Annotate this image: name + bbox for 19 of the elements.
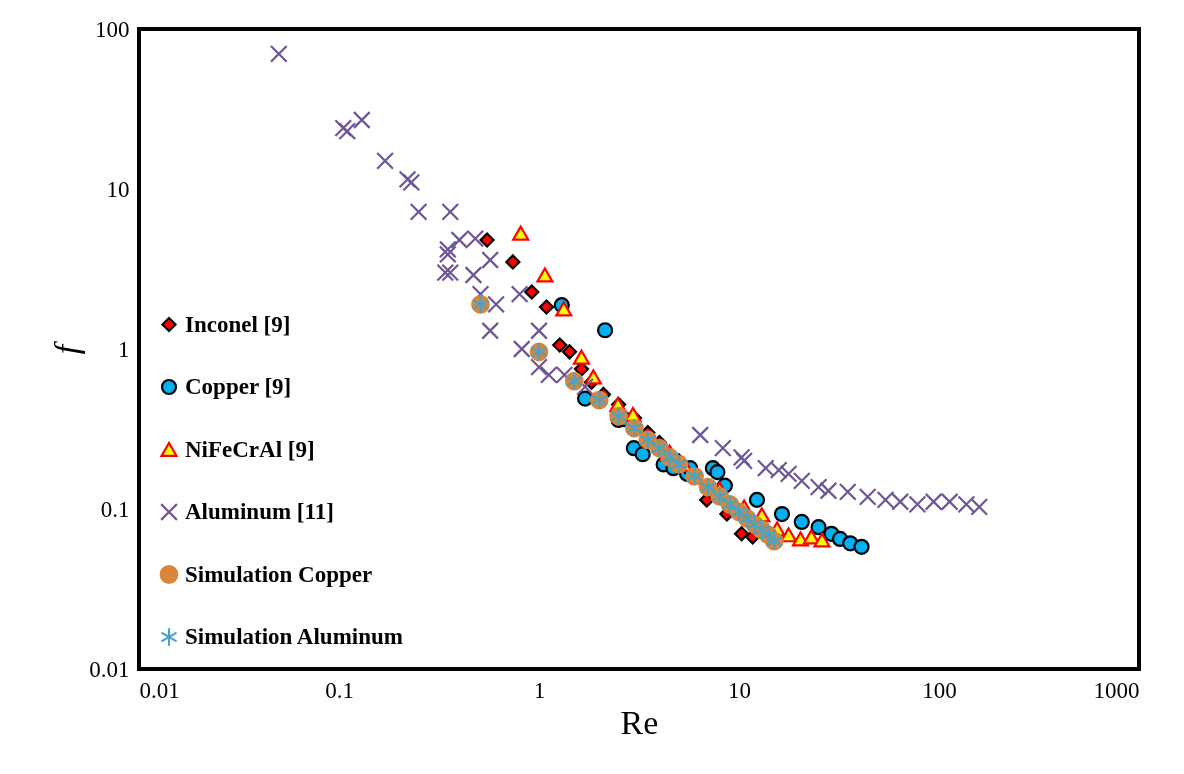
x-tick-label: 0.1 (325, 677, 354, 703)
legend-label: Simulation Aluminum (185, 624, 403, 649)
x-axis-title: Re (620, 703, 659, 741)
y-tick-label: 10 (106, 176, 130, 202)
x-tick-label: 1 (533, 677, 546, 703)
legend-label: NiFeCrAl [9] (185, 436, 315, 462)
x-tick-label: 0.01 (139, 677, 180, 703)
y-tick-label: 0.1 (100, 496, 130, 522)
y-axis-title: f (48, 340, 86, 355)
legend-label: Inconel [9] (185, 311, 291, 337)
y-tick-label: 0.01 (89, 656, 130, 682)
x-tick-label: 10 (728, 677, 751, 703)
legend-label: Copper [9] (185, 374, 292, 399)
x-tick-label: 1000 (1093, 677, 1140, 703)
x-tick-label: 100 (922, 677, 957, 703)
y-tick-label: 100 (95, 16, 130, 42)
legend-label: Aluminum [11] (185, 499, 334, 524)
legend-label: Simulation Copper (185, 561, 373, 587)
y-tick-label: 1 (118, 336, 130, 362)
